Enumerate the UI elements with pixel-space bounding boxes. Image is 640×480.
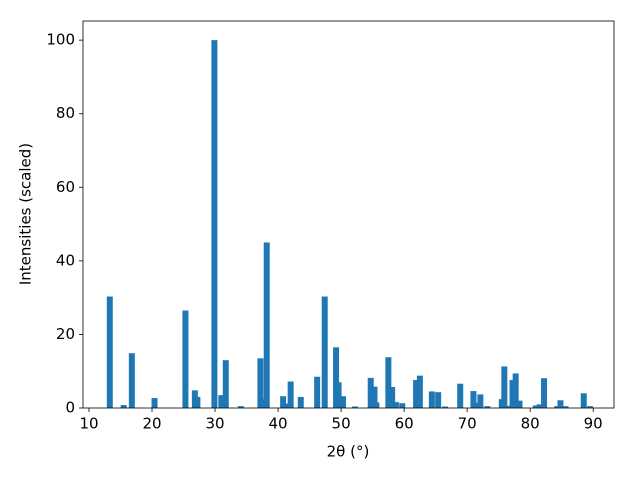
bar: [333, 347, 340, 408]
bar: [259, 399, 266, 408]
bar: [314, 376, 321, 408]
y-tick-label: 80: [56, 104, 75, 122]
bar: [211, 40, 218, 409]
x-tick-label: 60: [395, 415, 414, 433]
x-axis-label: 2θ (°): [327, 443, 370, 461]
x-tick-label: 20: [142, 415, 161, 433]
x-tick-label: 70: [458, 415, 477, 433]
y-tick-label: 60: [56, 178, 75, 196]
bar: [562, 406, 569, 408]
bar: [435, 392, 442, 408]
bar: [470, 391, 477, 408]
bar: [373, 402, 380, 408]
bar: [580, 393, 587, 408]
bar: [335, 382, 342, 408]
y-axis-label: Intensities (scaled): [17, 143, 35, 285]
bar: [554, 406, 561, 408]
bar: [477, 394, 484, 408]
bar: [457, 383, 464, 408]
bar: [385, 357, 392, 408]
bar: [128, 353, 135, 408]
x-tick-label: 90: [584, 415, 603, 433]
bar: [339, 396, 346, 408]
bar: [541, 378, 548, 408]
y-tick-label: 40: [56, 251, 75, 269]
bar: [536, 404, 543, 408]
bar: [351, 406, 358, 408]
bar: [182, 310, 189, 408]
bar: [297, 396, 304, 408]
bar: [222, 360, 229, 408]
bar: [413, 380, 420, 408]
y-tick-label: 100: [46, 31, 75, 49]
x-tick-label: 80: [521, 415, 540, 433]
y-tick-label: 0: [65, 399, 75, 417]
bar: [367, 377, 374, 408]
bar: [263, 242, 270, 408]
x-tick-label: 40: [269, 415, 288, 433]
bar: [194, 396, 201, 408]
bar: [509, 380, 516, 408]
bar: [371, 386, 378, 408]
bar: [428, 391, 435, 408]
bar: [321, 296, 328, 408]
bar: [516, 400, 523, 408]
bar: [237, 406, 244, 408]
bar: [399, 403, 406, 408]
y-tick-label: 20: [56, 325, 75, 343]
bar: [257, 358, 264, 408]
x-tick-label: 30: [205, 415, 224, 433]
bar: [503, 405, 510, 408]
bar: [284, 403, 291, 408]
bar: [389, 387, 396, 408]
bar: [484, 406, 491, 408]
bar: [392, 402, 399, 408]
bar: [512, 373, 519, 408]
bar: [416, 375, 423, 408]
plot-frame: [82, 20, 615, 409]
bar: [218, 395, 225, 408]
bar: [501, 366, 508, 408]
bar: [532, 405, 539, 408]
bar: [442, 406, 449, 408]
x-tick-label: 10: [79, 415, 98, 433]
bar: [106, 296, 113, 408]
bar: [151, 398, 158, 408]
x-tick-label: 50: [332, 415, 351, 433]
bar: [557, 400, 564, 408]
bar: [287, 381, 294, 408]
bar: [280, 396, 287, 408]
bar: [474, 402, 481, 408]
bar: [120, 405, 127, 408]
bar: [587, 406, 594, 408]
